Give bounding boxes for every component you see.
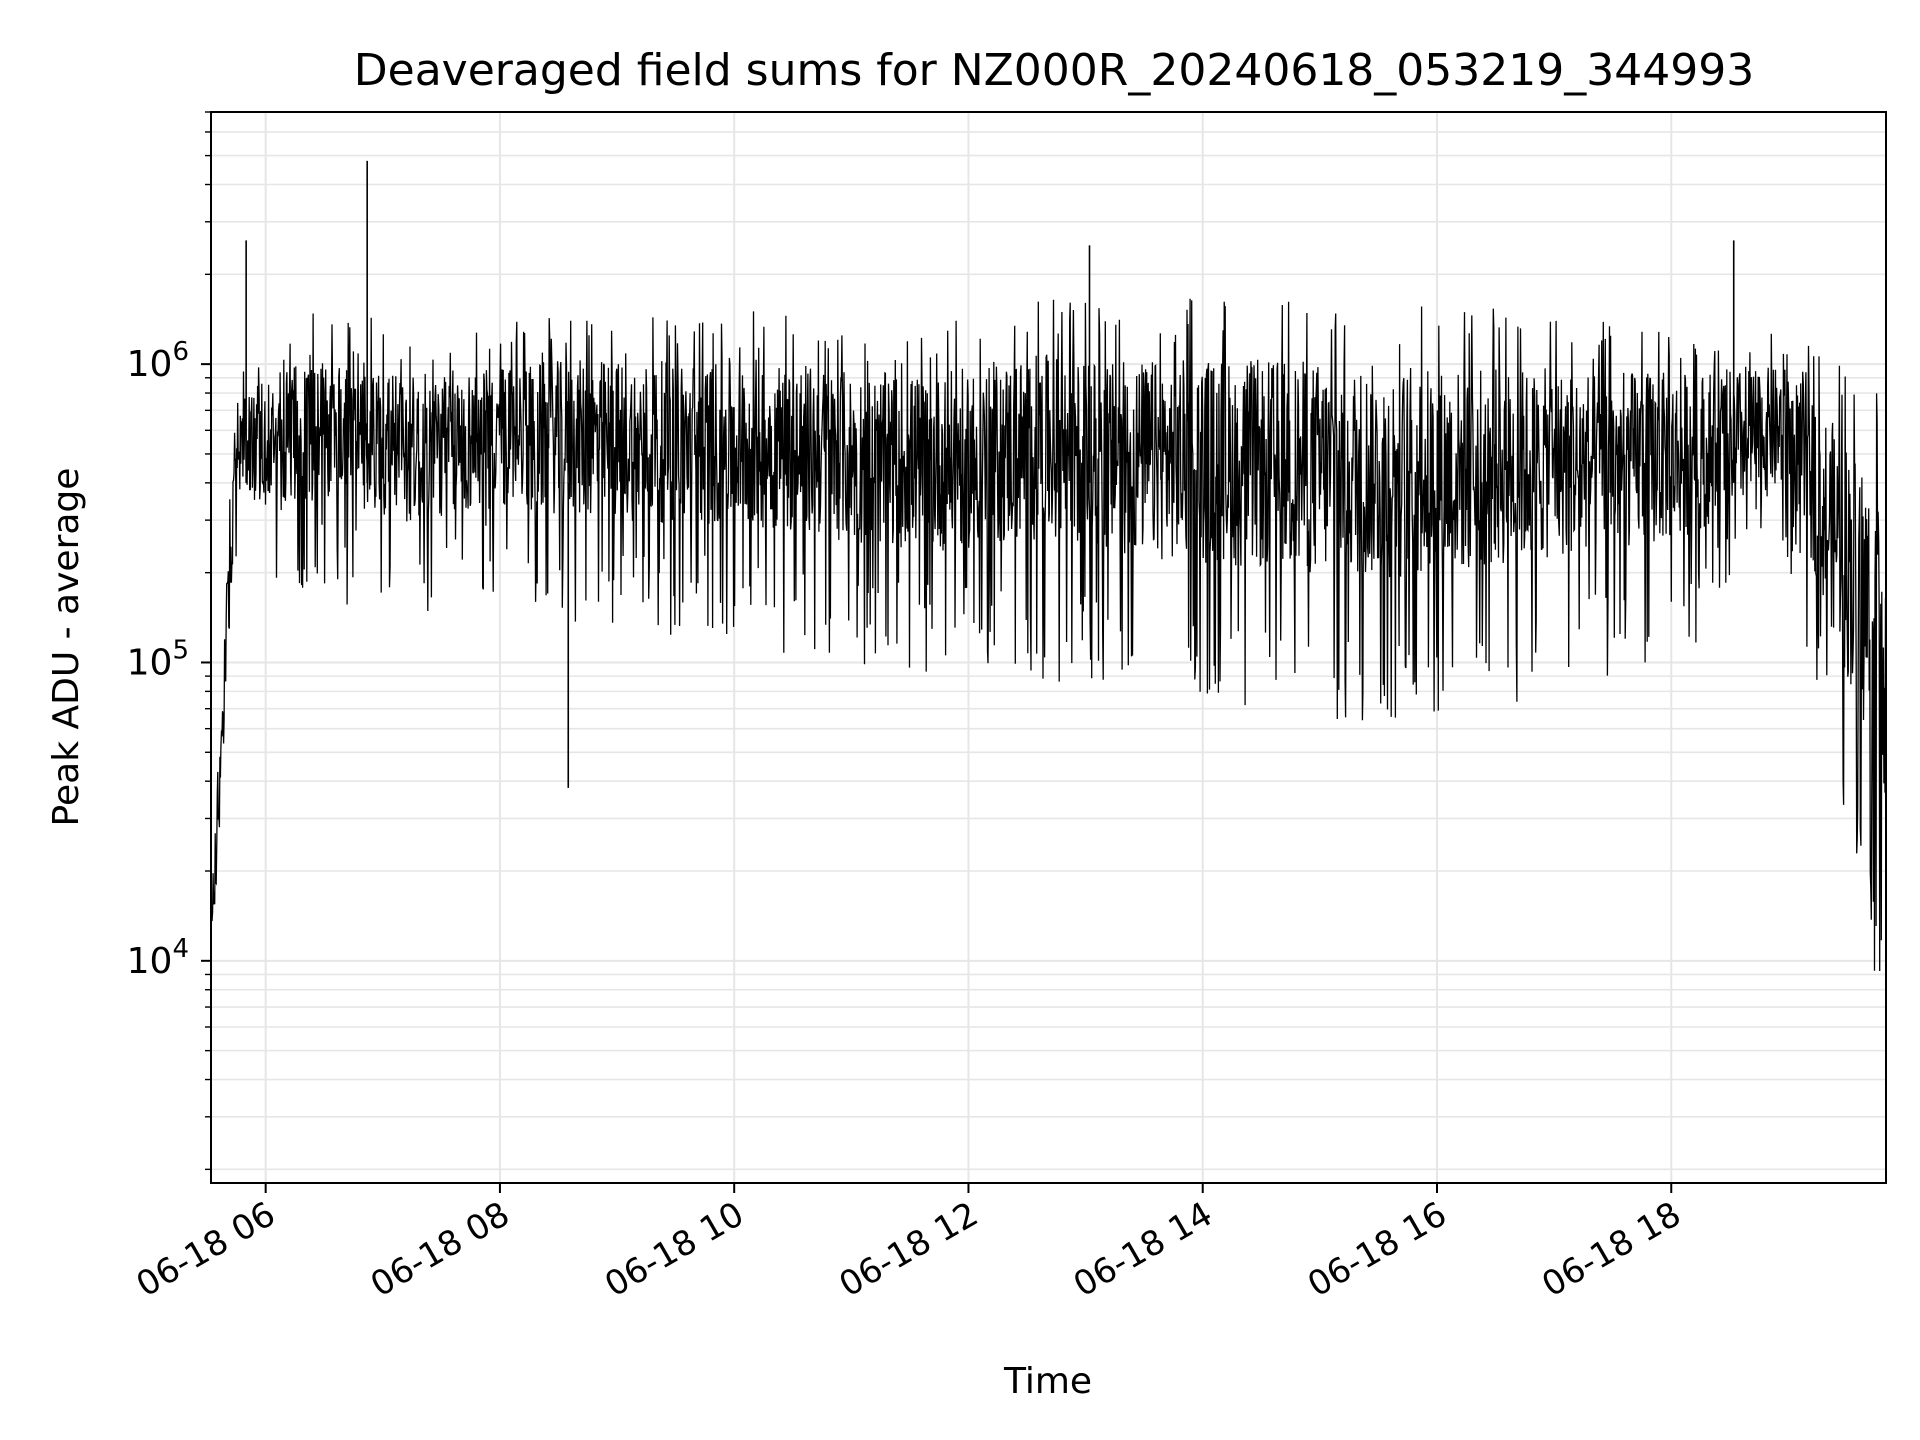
series-line-group	[210, 160, 1887, 972]
plot-frame	[210, 111, 1887, 1184]
y-tick-label: 104	[127, 934, 189, 982]
x-axis-label: Time	[1003, 1361, 1092, 1402]
y-tick-label: 106	[127, 337, 189, 385]
y-tick-label: 105	[127, 635, 189, 683]
y-axis-label: Peak ADU - average	[46, 468, 87, 827]
series-line	[210, 298, 1887, 972]
y-axis-ticks: 104 105 106	[127, 111, 211, 1171]
chart-title: Deaveraged field sums for NZ000R_2024061…	[354, 45, 1754, 96]
